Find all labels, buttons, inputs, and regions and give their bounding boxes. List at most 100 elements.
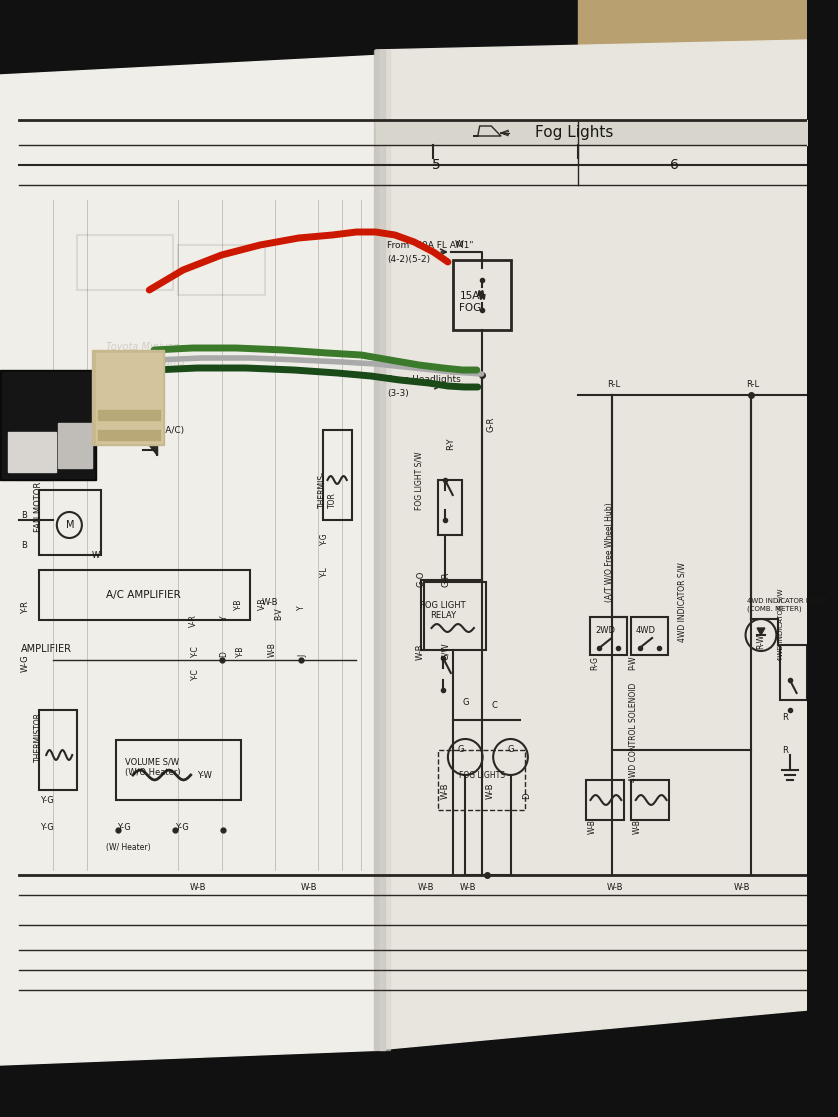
Text: B: B	[21, 510, 27, 521]
Text: 6: 6	[670, 157, 679, 172]
Text: W-B: W-B	[268, 642, 277, 657]
Text: G-R: G-R	[486, 417, 495, 432]
Text: G: G	[458, 745, 463, 754]
Bar	[631, 617, 668, 655]
Text: 4WD INDICATOR S/W: 4WD INDICATOR S/W	[677, 562, 686, 642]
Text: FOG LIGHT
RELAY: FOG LIGHT RELAY	[421, 601, 466, 620]
Text: G/W: G/W	[441, 642, 450, 660]
Text: W: W	[53, 445, 61, 454]
Text: (A/T W/O Free Wheel Hub): (A/T W/O Free Wheel Hub)	[605, 503, 614, 602]
Text: R-G: R-G	[591, 656, 599, 670]
Polygon shape	[149, 445, 157, 455]
Text: G: G	[463, 698, 468, 707]
Polygon shape	[757, 628, 765, 634]
Bar	[77, 235, 173, 290]
Text: wiring diagrams: wiring diagrams	[106, 357, 185, 367]
Text: Y-B: Y-B	[234, 599, 243, 610]
Text: (W/ Heater): (W/ Heater)	[106, 843, 151, 852]
Bar	[578, 0, 807, 60]
Text: FAN MOTOR: FAN MOTOR	[34, 481, 43, 532]
Text: 15A
FOG: 15A FOG	[459, 292, 481, 313]
Text: W-B: W-B	[416, 643, 425, 660]
Text: V-R: V-R	[189, 614, 198, 627]
Text: 4WD: 4WD	[636, 626, 656, 634]
Bar	[39, 710, 77, 790]
Bar	[453, 260, 510, 330]
Text: V-R: V-R	[21, 466, 30, 480]
Text: V-R: V-R	[21, 436, 30, 450]
Text: Y-G: Y-G	[175, 823, 189, 832]
Text: FOG LIGHTS: FOG LIGHTS	[458, 771, 504, 780]
Text: FOG LIGHT S/W: FOG LIGHT S/W	[414, 451, 423, 510]
Text: R-W: R-W	[756, 633, 765, 649]
Text: R-Y: R-Y	[446, 438, 455, 450]
Text: G: G	[507, 745, 514, 754]
Text: R: R	[782, 713, 788, 722]
Text: 5: 5	[432, 157, 441, 172]
Text: Y-L: Y-L	[320, 566, 328, 577]
Text: AMPLIFIER: AMPLIFIER	[21, 645, 72, 653]
Text: (4-2)(5-2): (4-2)(5-2)	[387, 255, 431, 264]
Bar	[0, 1005, 807, 1117]
Bar	[91, 350, 163, 445]
Text: W: W	[455, 240, 463, 249]
Bar	[780, 645, 807, 700]
Text: V-B: V-B	[258, 598, 267, 610]
Bar	[424, 582, 486, 650]
Text: Y-G: Y-G	[117, 823, 132, 832]
Bar	[58, 423, 91, 468]
Text: Y: Y	[297, 605, 306, 610]
Bar	[438, 750, 525, 810]
Text: G-O: G-O	[416, 571, 425, 588]
Text: W-B: W-B	[301, 884, 317, 892]
Text: THERMIS-
TOR: THERMIS- TOR	[318, 471, 337, 508]
Bar	[0, 1060, 807, 1117]
Text: Y-B: Y-B	[236, 646, 245, 657]
Text: 4WD CONTROL SOLENOID: 4WD CONTROL SOLENOID	[629, 682, 638, 782]
Text: Y-R: Y-R	[21, 407, 30, 420]
Text: Toyota Minivan: Toyota Minivan	[106, 342, 179, 352]
Bar	[98, 410, 160, 420]
Text: Fog Lights: Fog Lights	[535, 124, 613, 140]
Text: Y-G: Y-G	[320, 533, 328, 545]
Bar	[631, 780, 670, 820]
Text: VOLUME S/W
(W/O Heater): VOLUME S/W (W/O Heater)	[125, 757, 181, 777]
Text: 4WD INDICATOR LIGHT
(COMB. METER): 4WD INDICATOR LIGHT (COMB. METER)	[747, 598, 826, 611]
Polygon shape	[0, 55, 385, 1065]
Text: THERMISTOR: THERMISTOR	[34, 712, 43, 762]
Text: C: C	[491, 701, 497, 710]
Text: From Headlights: From Headlights	[387, 375, 461, 384]
Text: W-B: W-B	[485, 783, 494, 799]
Text: W-B: W-B	[459, 884, 476, 892]
Bar	[0, 370, 96, 480]
Text: Y-C: Y-C	[191, 646, 199, 657]
Bar	[586, 780, 624, 820]
Text: A/C AMPLIFIER: A/C AMPLIFIER	[106, 590, 181, 600]
Text: (3-3): (3-3)	[387, 389, 409, 398]
Text: P-W: P-W	[628, 656, 637, 670]
Text: J: J	[298, 655, 308, 657]
Text: Y: Y	[220, 615, 229, 620]
Text: M: M	[66, 521, 75, 529]
Text: Y-C: Y-C	[191, 668, 199, 680]
Polygon shape	[375, 40, 807, 1050]
Text: R: R	[782, 746, 788, 755]
Text: Y-G: Y-G	[40, 796, 54, 805]
Text: D: D	[220, 651, 229, 657]
Text: From "60A FL AM1": From "60A FL AM1"	[387, 241, 473, 250]
Text: W: W	[91, 551, 100, 560]
Bar	[96, 353, 162, 443]
Text: W-B: W-B	[734, 884, 751, 892]
Text: W-B: W-B	[418, 884, 435, 892]
Text: R-L: R-L	[607, 380, 620, 389]
Text: Y-W: Y-W	[198, 771, 212, 780]
Text: B: B	[21, 541, 27, 550]
Text: W-B: W-B	[441, 783, 450, 799]
Text: Y-R: Y-R	[21, 601, 30, 614]
Bar	[438, 480, 463, 535]
Text: Y-G: Y-G	[40, 823, 54, 832]
Bar	[2, 372, 95, 478]
Bar	[39, 570, 251, 620]
Text: W-B: W-B	[189, 884, 206, 892]
Bar	[98, 430, 160, 440]
